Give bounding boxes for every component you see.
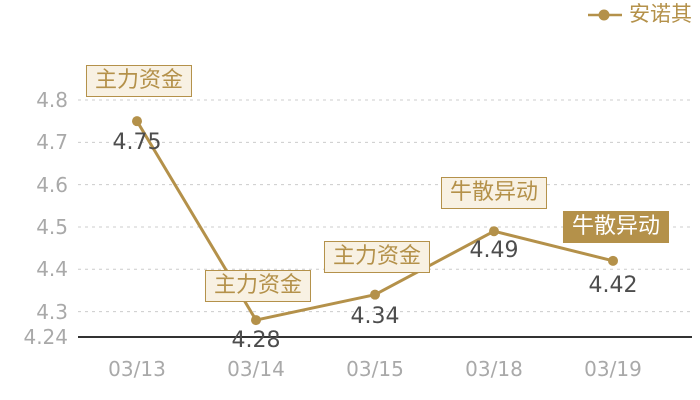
data-point[interactable] <box>370 289 380 300</box>
y-axis-tick-label: 4.3 <box>36 299 68 324</box>
y-axis-tick-label: 4.8 <box>36 88 68 112</box>
x-axis-tick-label: 03/19 <box>584 357 642 381</box>
point-value-label: 4.75 <box>112 130 162 156</box>
annotation-tag[interactable]: 主力资金 <box>85 65 193 98</box>
point-value-label: 4.34 <box>350 303 400 329</box>
annotation-tag[interactable]: 主力资金 <box>323 240 431 273</box>
legend-label: 安诺其 <box>629 2 692 26</box>
x-axis-tick-label: 03/18 <box>465 357 523 381</box>
data-point[interactable] <box>489 226 499 237</box>
y-axis-tick-label: 4.24 <box>23 325 68 349</box>
legend-item[interactable]: 安诺其 <box>587 4 692 25</box>
annotation-tag[interactable]: 主力资金 <box>204 270 312 303</box>
data-point[interactable] <box>132 116 142 127</box>
x-axis-tick-label: 03/15 <box>346 357 404 381</box>
x-axis-tick-label: 03/14 <box>227 357 285 381</box>
point-value-label: 4.42 <box>588 272 638 298</box>
y-axis-tick-label: 4.7 <box>36 130 68 155</box>
y-axis-tick-label: 4.4 <box>36 257 68 282</box>
x-axis-tick-label: 03/13 <box>108 357 166 381</box>
point-value-label: 4.28 <box>231 328 281 354</box>
legend-line-marker-icon <box>588 9 622 20</box>
y-axis-tick-label: 4.5 <box>36 214 68 239</box>
annotation-tag[interactable]: 牛散异动 <box>440 177 548 210</box>
data-point[interactable] <box>251 315 261 326</box>
point-value-label: 4.49 <box>469 238 519 264</box>
data-point[interactable] <box>608 255 618 266</box>
y-axis-tick-label: 4.6 <box>36 172 68 197</box>
annotation-tag[interactable]: 牛散异动 <box>562 210 670 243</box>
